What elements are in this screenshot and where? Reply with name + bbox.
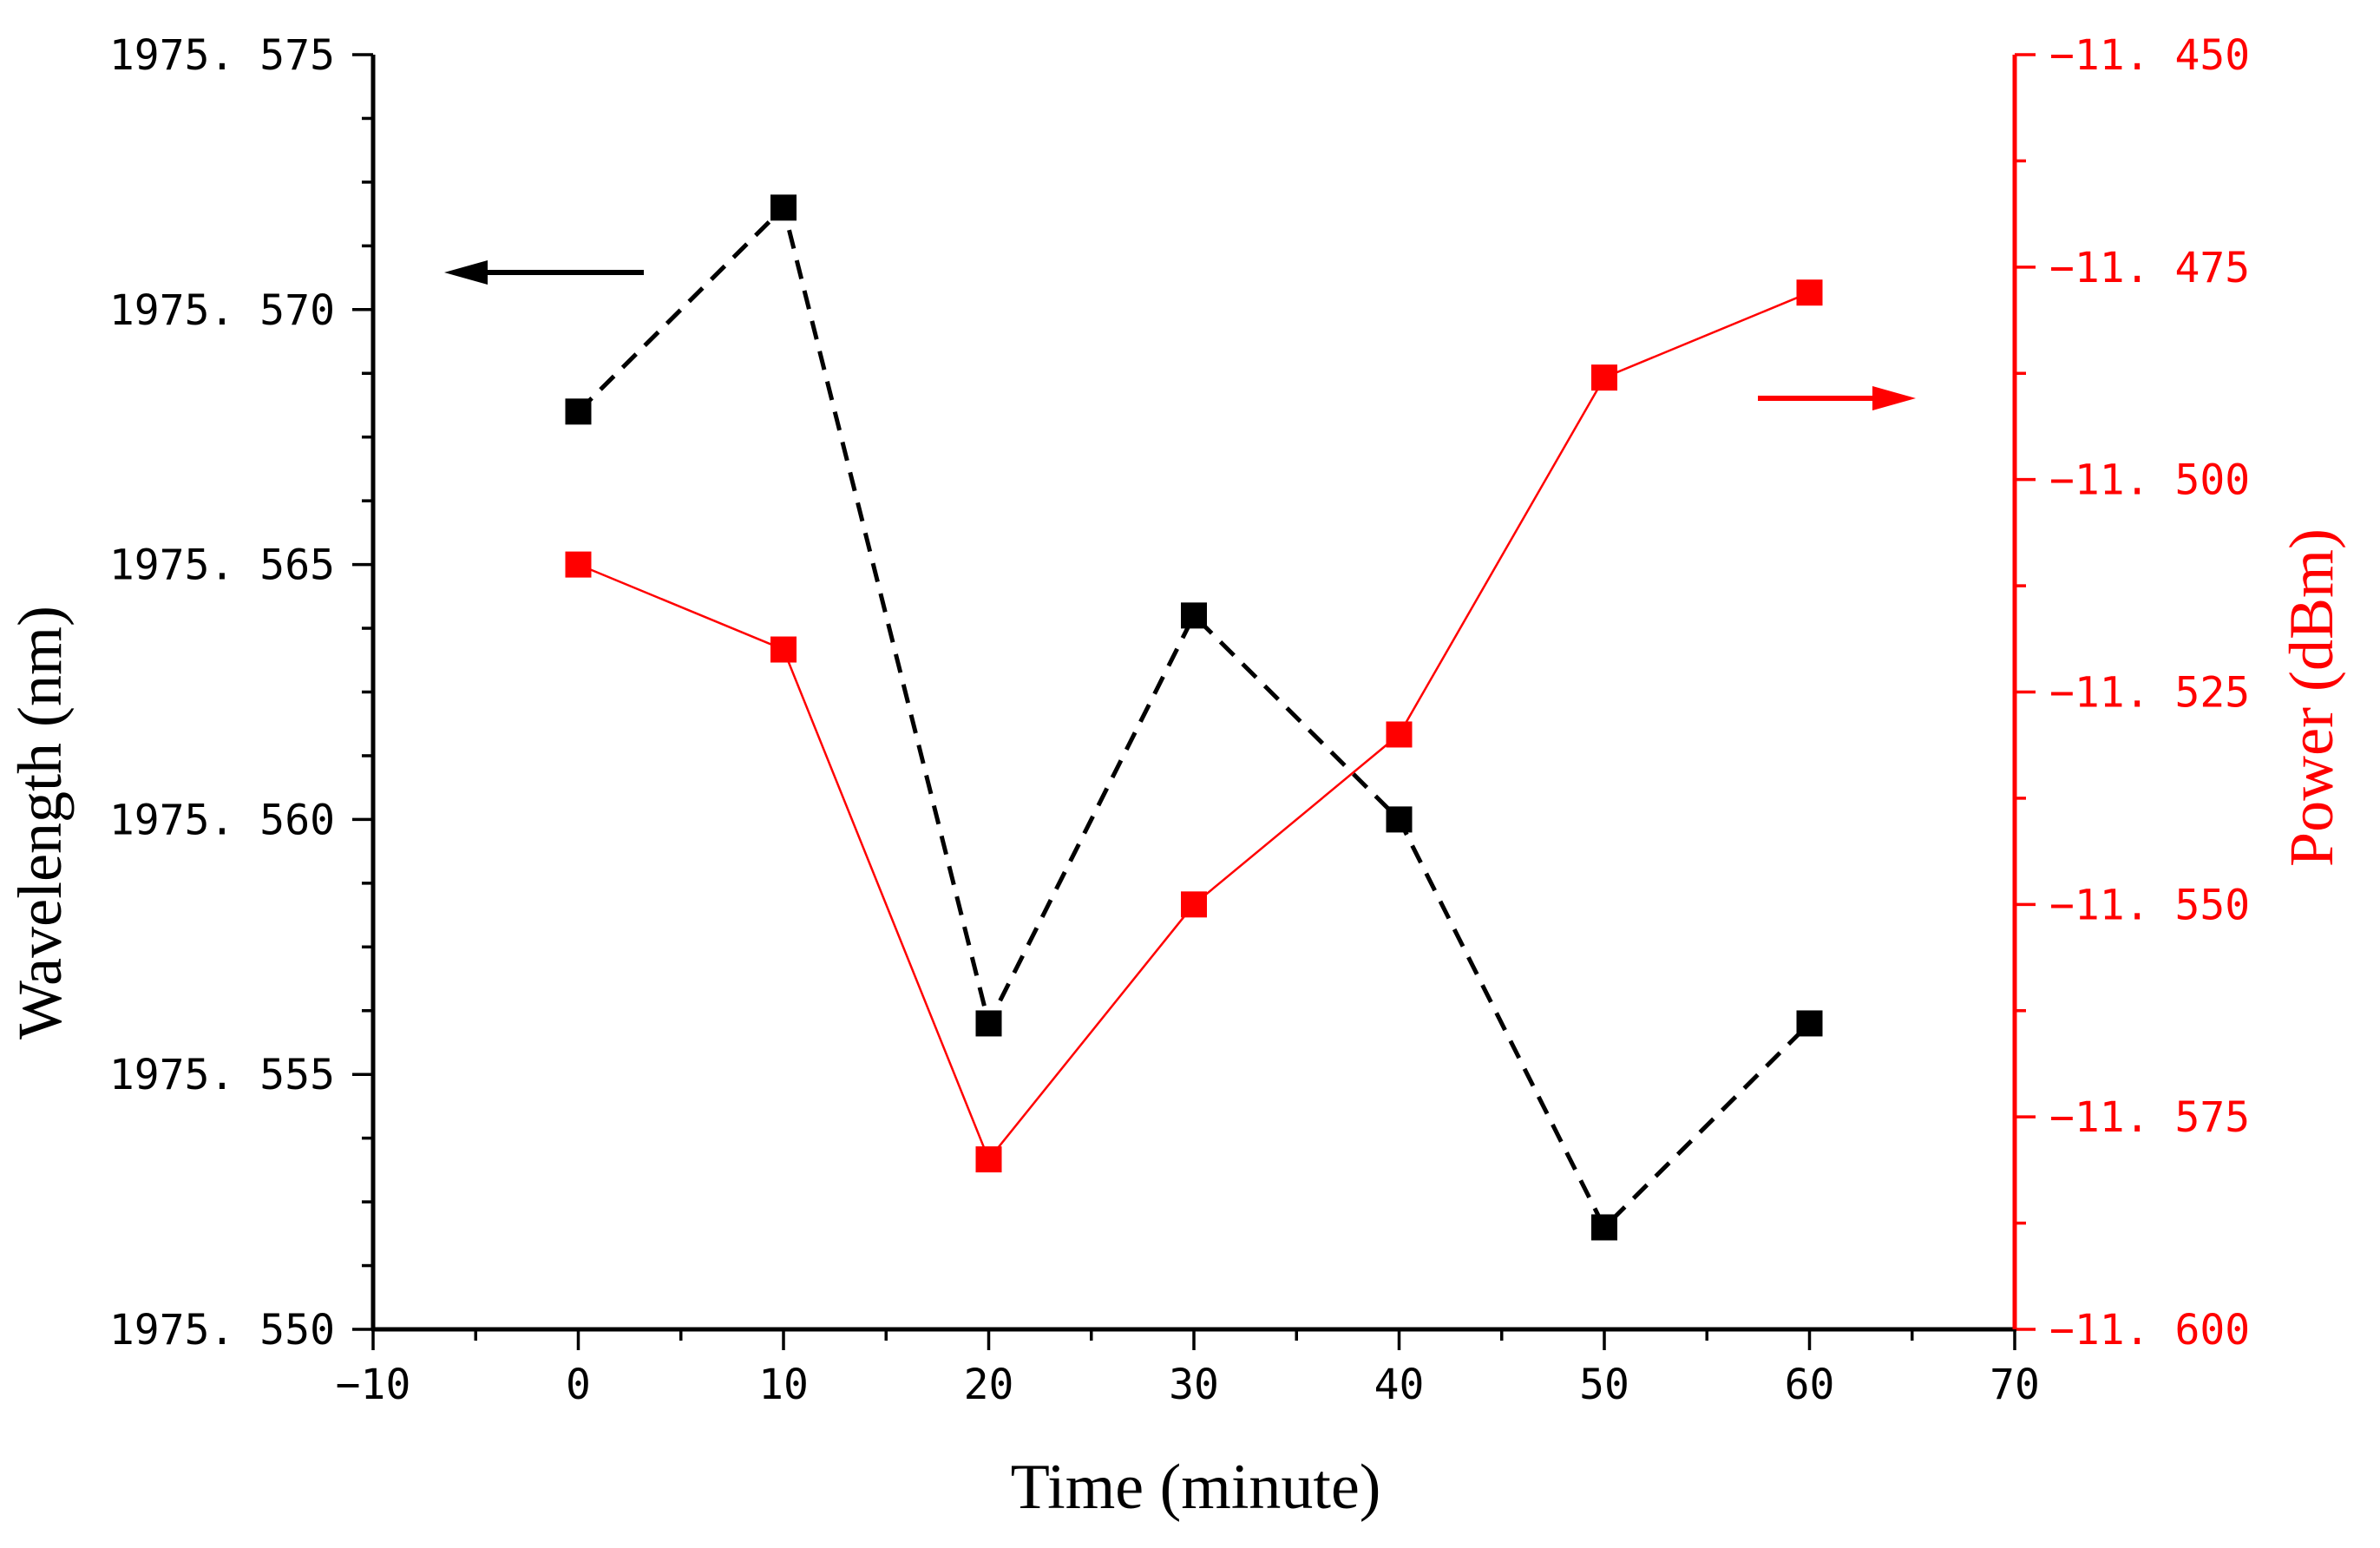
x-tick-label: −10 [336, 1361, 411, 1409]
x-tick-label: 20 [964, 1361, 1014, 1409]
right-tick-label: −11. 550 [2049, 881, 2250, 929]
left-tick-label: 1975. 570 [109, 286, 335, 335]
left-tick-label: 1975. 565 [109, 541, 335, 590]
power-data-point [1591, 364, 1617, 391]
wavelength-data-point [1796, 1010, 1823, 1037]
wavelength-data-point [1386, 806, 1413, 833]
wavelength-arrow-head [444, 260, 488, 285]
power-data-point [770, 636, 797, 663]
right-tick-label: −11. 500 [2049, 456, 2250, 505]
left-tick-label: 1975. 555 [109, 1051, 335, 1099]
right-tick-label: −11. 525 [2049, 669, 2250, 718]
x-tick-label: 0 [566, 1361, 591, 1409]
left-tick-label: 1975. 575 [109, 31, 335, 80]
x-tick-label: 10 [758, 1361, 809, 1409]
right-axis-label: Power (dBm) [2277, 528, 2346, 867]
wavelength-data-point [1181, 602, 1207, 629]
power-data-point [1386, 721, 1413, 748]
wavelength-data-point [1591, 1214, 1617, 1241]
x-tick-label: 70 [1990, 1361, 2040, 1409]
left-tick-label: 1975. 550 [109, 1306, 335, 1354]
wavelength-data-point [565, 398, 592, 425]
power-arrow-head [1872, 386, 1916, 410]
x-tick-label: 30 [1169, 1361, 1219, 1409]
wavelength-data-point [975, 1010, 1002, 1037]
x-tick-label: 60 [1785, 1361, 1835, 1409]
x-axis-label: Time (minute) [1011, 1452, 1381, 1523]
power-data-point [1796, 279, 1823, 306]
left-tick-label: 1975. 560 [109, 796, 335, 844]
right-tick-label: −11. 450 [2049, 31, 2250, 80]
left-axis-label: Wavelength (nm) [5, 606, 75, 1040]
power-data-point [1181, 891, 1207, 918]
right-tick-label: −11. 600 [2049, 1306, 2250, 1354]
x-tick-label: 50 [1579, 1361, 1629, 1409]
right-tick-label: −11. 475 [2049, 244, 2250, 292]
right-tick-label: −11. 575 [2049, 1093, 2250, 1142]
power-data-point [975, 1146, 1002, 1173]
power-data-point [565, 551, 592, 578]
x-tick-label: 40 [1374, 1361, 1425, 1409]
wavelength-data-point [770, 194, 797, 221]
